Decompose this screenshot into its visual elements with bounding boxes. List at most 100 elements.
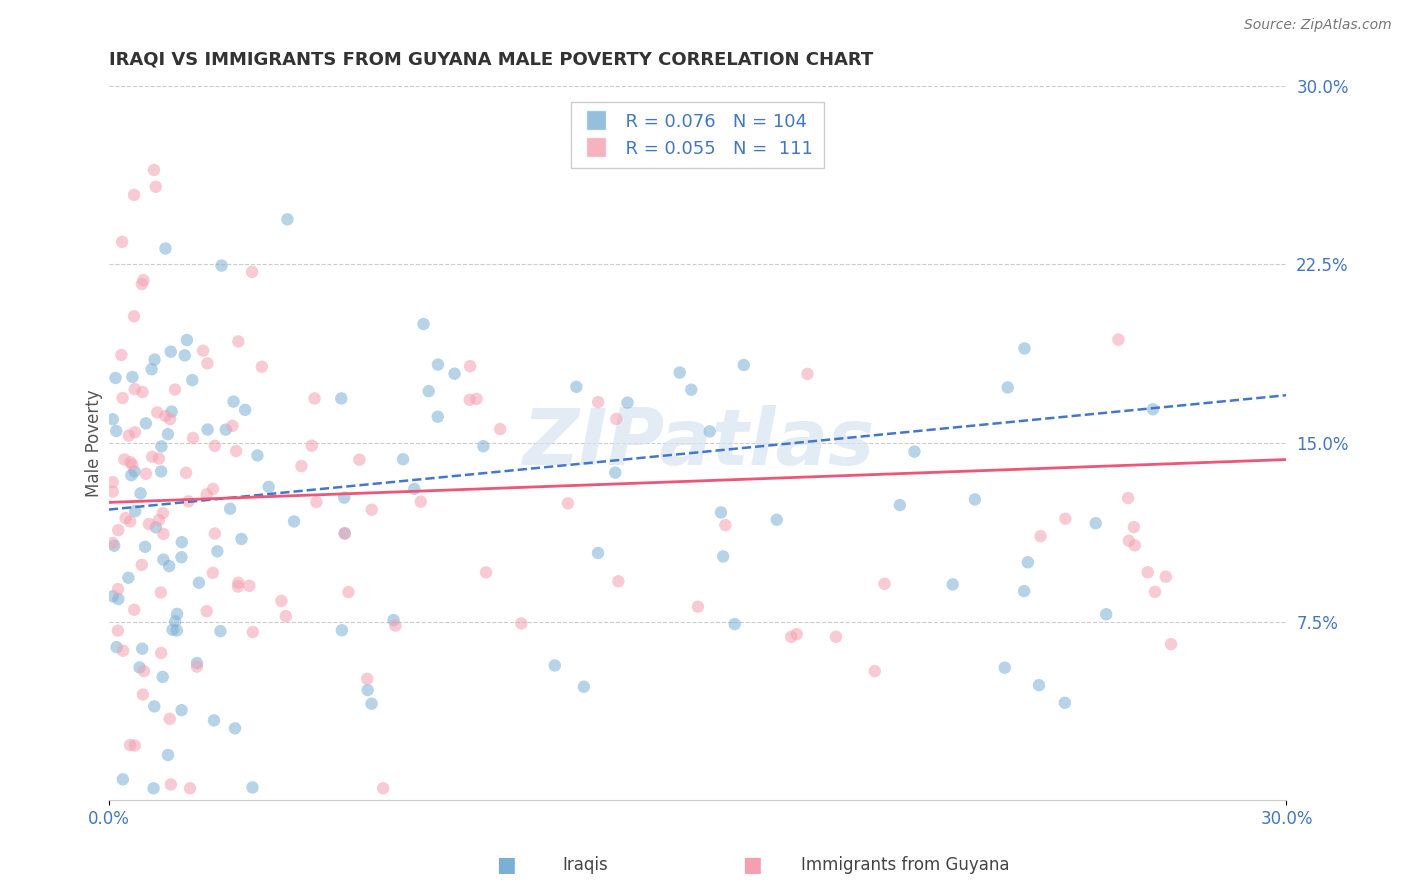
Point [195,604,218,618]
Point [242,780,264,795]
Point [181,373,204,387]
Point [337,585,360,599]
Point [1160,637,1182,651]
Point [465,392,488,406]
Point [1095,607,1118,622]
Point [681,383,703,397]
Point [112,644,135,658]
Point [994,660,1017,674]
Text: Iraqis: Iraqis [562,856,609,874]
Point [131,558,153,572]
Point [510,616,533,631]
Point [124,464,146,478]
Point [349,452,371,467]
Point [557,496,579,510]
Point [101,475,124,489]
Point [333,491,356,505]
Point [1029,529,1052,543]
Point [107,592,129,607]
Point [163,383,186,397]
Text: IRAQI VS IMMIGRANTS FROM GUYANA MALE POVERTY CORRELATION CHART: IRAQI VS IMMIGRANTS FROM GUYANA MALE POV… [108,51,873,69]
Point [118,738,141,752]
Point [333,526,356,541]
Point [114,511,136,525]
Point [170,535,193,549]
Point [382,613,405,627]
Point [903,444,925,458]
Point [360,502,382,516]
Point [426,409,449,424]
Point [605,466,627,480]
Point [101,412,124,426]
Point [443,367,465,381]
Point [1123,538,1146,552]
Point [572,680,595,694]
Point [211,259,233,273]
Point [124,504,146,518]
Point [238,579,260,593]
Point [101,484,124,499]
Point [1012,584,1035,599]
Point [409,494,432,508]
Point [122,603,145,617]
Point [104,371,127,385]
Point [565,380,588,394]
Point [605,412,627,426]
Point [111,235,134,249]
Point [179,781,201,796]
Point [166,624,188,638]
Point [202,482,225,496]
Point [160,404,183,418]
Point [246,449,269,463]
Point [155,409,177,423]
Point [187,575,209,590]
Point [142,781,165,796]
Point [765,513,787,527]
Point [124,382,146,396]
Point [143,699,166,714]
Point [1142,402,1164,417]
Point [228,575,250,590]
Point [191,343,214,358]
Point [668,366,690,380]
Point [166,607,188,621]
Point [120,455,142,469]
Point [122,187,145,202]
Point [215,423,238,437]
Point [356,672,378,686]
Point [209,624,232,639]
Point [228,334,250,349]
Point [458,359,481,373]
Point [111,772,134,787]
Point [686,599,709,614]
Point [427,358,450,372]
Point [159,344,181,359]
Point [711,549,734,564]
Text: ■: ■ [496,855,516,875]
Point [233,402,256,417]
Point [544,658,567,673]
Point [128,660,150,674]
Point [242,624,264,639]
Point [173,348,195,362]
Point [121,458,143,472]
Point [257,480,280,494]
Point [135,417,157,431]
Point [150,646,173,660]
Point [177,494,200,508]
Point [157,559,180,574]
Point [304,392,326,406]
Point [141,362,163,376]
Point [1107,333,1129,347]
Point [195,356,218,370]
Point [148,513,170,527]
Point [863,664,886,678]
Point [138,516,160,531]
Point [176,333,198,347]
Point [110,348,132,362]
Point [1017,555,1039,569]
Point [1084,516,1107,531]
Point [107,582,129,596]
Point [889,498,911,512]
Point [155,242,177,256]
